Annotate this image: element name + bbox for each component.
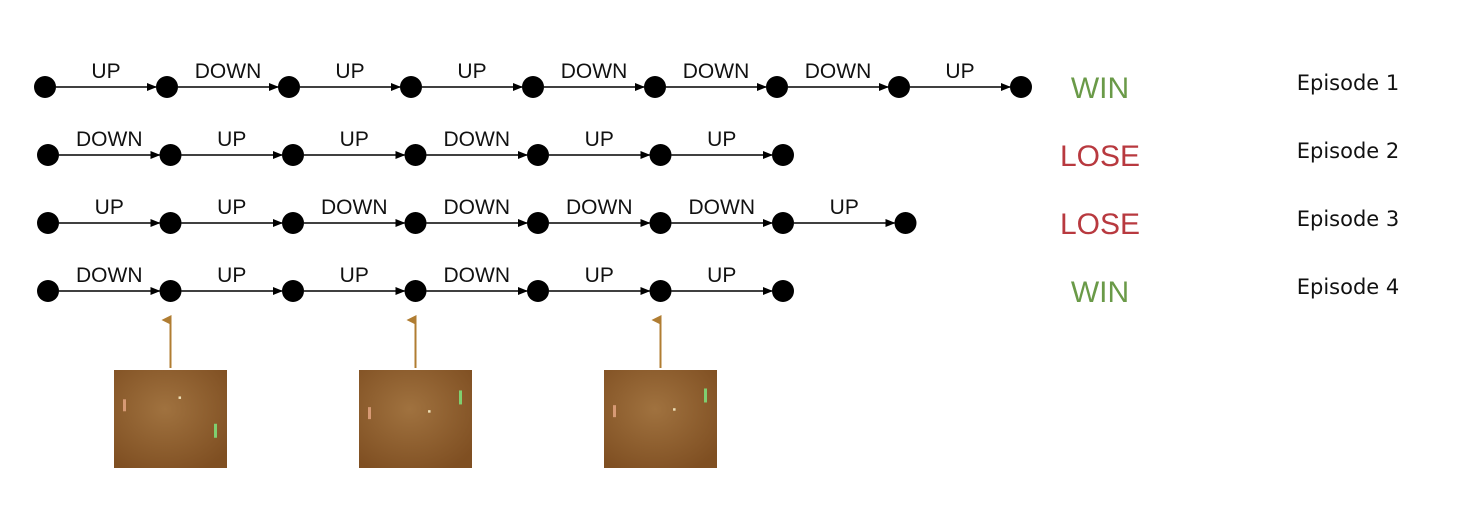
state-node <box>772 280 794 302</box>
action-label: UP <box>585 128 614 151</box>
left-paddle <box>368 407 371 420</box>
action-label: DOWN <box>76 264 143 287</box>
state-node <box>649 280 672 302</box>
state-node <box>649 212 672 234</box>
action-label: UP <box>335 60 364 83</box>
episode-label: Episode 2 <box>1297 139 1400 163</box>
state-node <box>894 212 917 234</box>
state-node <box>159 280 182 302</box>
frame-pointer <box>604 315 717 468</box>
state-node <box>159 144 182 166</box>
left-paddle <box>123 399 126 412</box>
right-paddle <box>214 423 217 438</box>
action-label: DOWN <box>683 60 750 83</box>
episode-row: DOWN UP UP DOWN UP UP LOSE Episode 2 <box>37 128 1399 173</box>
frame-pointer <box>114 315 227 468</box>
action-label: DOWN <box>444 128 511 151</box>
action-label: DOWN <box>444 196 511 219</box>
state-node <box>278 76 300 98</box>
state-node <box>400 76 422 98</box>
state-node <box>644 76 666 98</box>
episode-label: Episode 3 <box>1297 207 1400 231</box>
action-label: UP <box>830 196 859 219</box>
action-label: UP <box>91 60 120 83</box>
state-node <box>404 144 427 166</box>
right-paddle <box>459 390 462 405</box>
action-label: DOWN <box>76 128 143 151</box>
action-label: UP <box>585 264 614 287</box>
action-label: UP <box>945 60 974 83</box>
action-label: UP <box>217 264 246 287</box>
state-node <box>156 76 178 98</box>
action-label: UP <box>707 128 736 151</box>
state-node <box>404 212 427 234</box>
action-label: UP <box>340 128 369 151</box>
game-frame <box>359 370 472 468</box>
outcome-label: WIN <box>1071 276 1129 309</box>
state-node <box>37 280 59 302</box>
state-node <box>37 212 59 234</box>
game-frame <box>604 370 717 468</box>
action-label: DOWN <box>195 60 262 83</box>
action-label: UP <box>340 264 369 287</box>
ball <box>178 396 182 399</box>
state-node <box>522 76 544 98</box>
outcome-label: LOSE <box>1060 208 1140 241</box>
episode-row: UP UP DOWN DOWN DOWN DOWN UP LOSE Episode 3 <box>37 196 1399 241</box>
state-node <box>404 280 427 302</box>
action-label: DOWN <box>321 196 388 219</box>
action-label: UP <box>457 60 486 83</box>
frame-pointers <box>114 315 717 468</box>
state-node <box>159 212 182 234</box>
episode-row: UP DOWN UP UP DOWN DOWN DOWN UP WIN Episode 1 <box>34 60 1399 105</box>
episode-label: Episode 1 <box>1297 71 1400 95</box>
action-label: UP <box>707 264 736 287</box>
action-label: DOWN <box>561 60 628 83</box>
action-label: UP <box>95 196 124 219</box>
state-node <box>888 76 910 98</box>
ball <box>673 408 676 411</box>
state-node <box>527 144 549 166</box>
state-node <box>282 212 304 234</box>
state-node <box>766 76 788 98</box>
action-label: UP <box>217 128 246 151</box>
state-node <box>1010 76 1032 98</box>
episode-row: DOWN UP UP DOWN UP UP WIN Episode 4 <box>37 264 1399 309</box>
right-paddle <box>704 388 707 403</box>
state-node <box>282 280 304 302</box>
action-label: DOWN <box>805 60 872 83</box>
state-node <box>772 144 794 166</box>
state-node <box>527 212 549 234</box>
state-node <box>649 144 672 166</box>
outcome-label: LOSE <box>1060 140 1140 173</box>
state-node <box>37 144 59 166</box>
episode-rows: UP DOWN UP UP DOWN DOWN DOWN UP WIN Episode 1 DOWN… <box>34 60 1399 309</box>
ball <box>428 410 431 413</box>
game-frame <box>114 370 227 468</box>
action-label: DOWN <box>689 196 756 219</box>
action-label: UP <box>217 196 246 219</box>
state-node <box>772 212 794 234</box>
frame-pointer <box>359 315 472 468</box>
action-label: DOWN <box>444 264 511 287</box>
state-node <box>527 280 549 302</box>
state-node <box>282 144 304 166</box>
action-label: DOWN <box>566 196 633 219</box>
outcome-label: WIN <box>1071 72 1129 105</box>
state-node <box>34 76 56 98</box>
left-paddle <box>613 405 616 418</box>
episode-label: Episode 4 <box>1297 275 1400 299</box>
